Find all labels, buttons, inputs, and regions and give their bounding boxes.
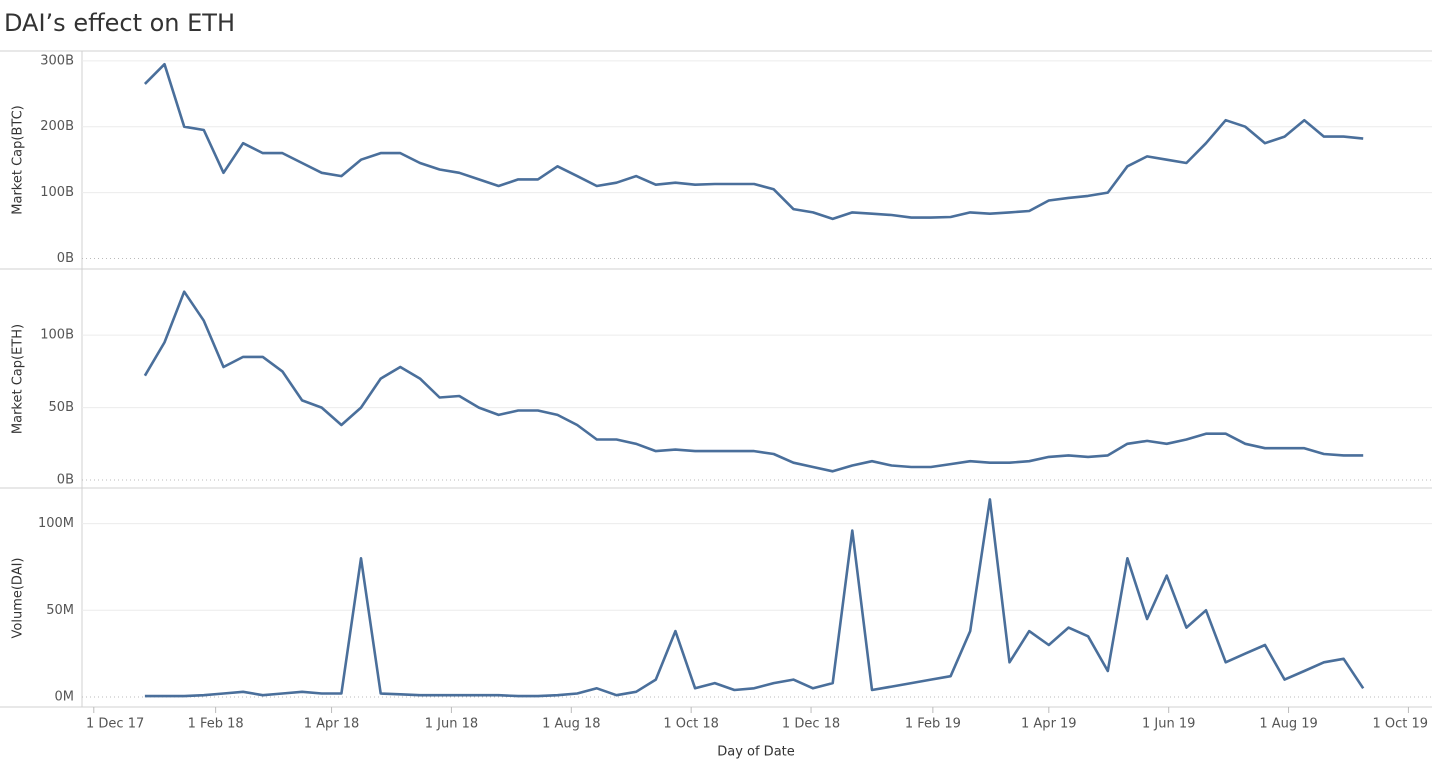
- y-tick-label: 100M: [38, 516, 74, 531]
- y-tick-label: 200B: [40, 119, 74, 134]
- line-series: [144, 498, 1365, 698]
- x-tick-label: 1 Jun 18: [425, 717, 478, 732]
- x-tick-label: 1 Apr 19: [1021, 717, 1077, 732]
- y-tick-label: 50B: [49, 400, 74, 415]
- x-tick-label: 1 Dec 18: [782, 717, 840, 732]
- x-tick-label: 1 Apr 18: [304, 717, 360, 732]
- y-tick-label: 100B: [40, 328, 74, 343]
- x-tick-label: 1 Aug 18: [542, 717, 600, 732]
- chart-title: DAI’s effect on ETH: [4, 9, 235, 37]
- y-tick-label: 300B: [40, 53, 74, 68]
- x-tick-label: 1 Aug 19: [1259, 717, 1317, 732]
- y-tick-label: 100B: [40, 185, 74, 200]
- y-axis-title: Market Cap(BTC): [11, 105, 26, 214]
- y-tick-label: 0B: [57, 251, 74, 266]
- line-series: [143, 62, 1364, 221]
- x-tick-label: 1 Jun 19: [1142, 717, 1195, 732]
- y-axis-title: Volume(DAI): [11, 557, 26, 638]
- y-tick-label: 0M: [55, 689, 75, 704]
- y-tick-label: 50M: [46, 603, 74, 618]
- x-tick-label: 1 Feb 19: [905, 717, 961, 732]
- x-axis-title: Day of Date: [717, 745, 795, 760]
- x-tick-label: 1 Oct 18: [663, 717, 719, 732]
- x-tick-label: 1 Oct 19: [1372, 717, 1428, 732]
- x-tick-label: 1 Feb 18: [188, 717, 244, 732]
- y-axis-title: Market Cap(ETH): [11, 324, 26, 434]
- line-series: [143, 290, 1364, 473]
- y-tick-label: 0B: [57, 473, 74, 488]
- x-tick-label: 1 Dec 17: [86, 717, 144, 732]
